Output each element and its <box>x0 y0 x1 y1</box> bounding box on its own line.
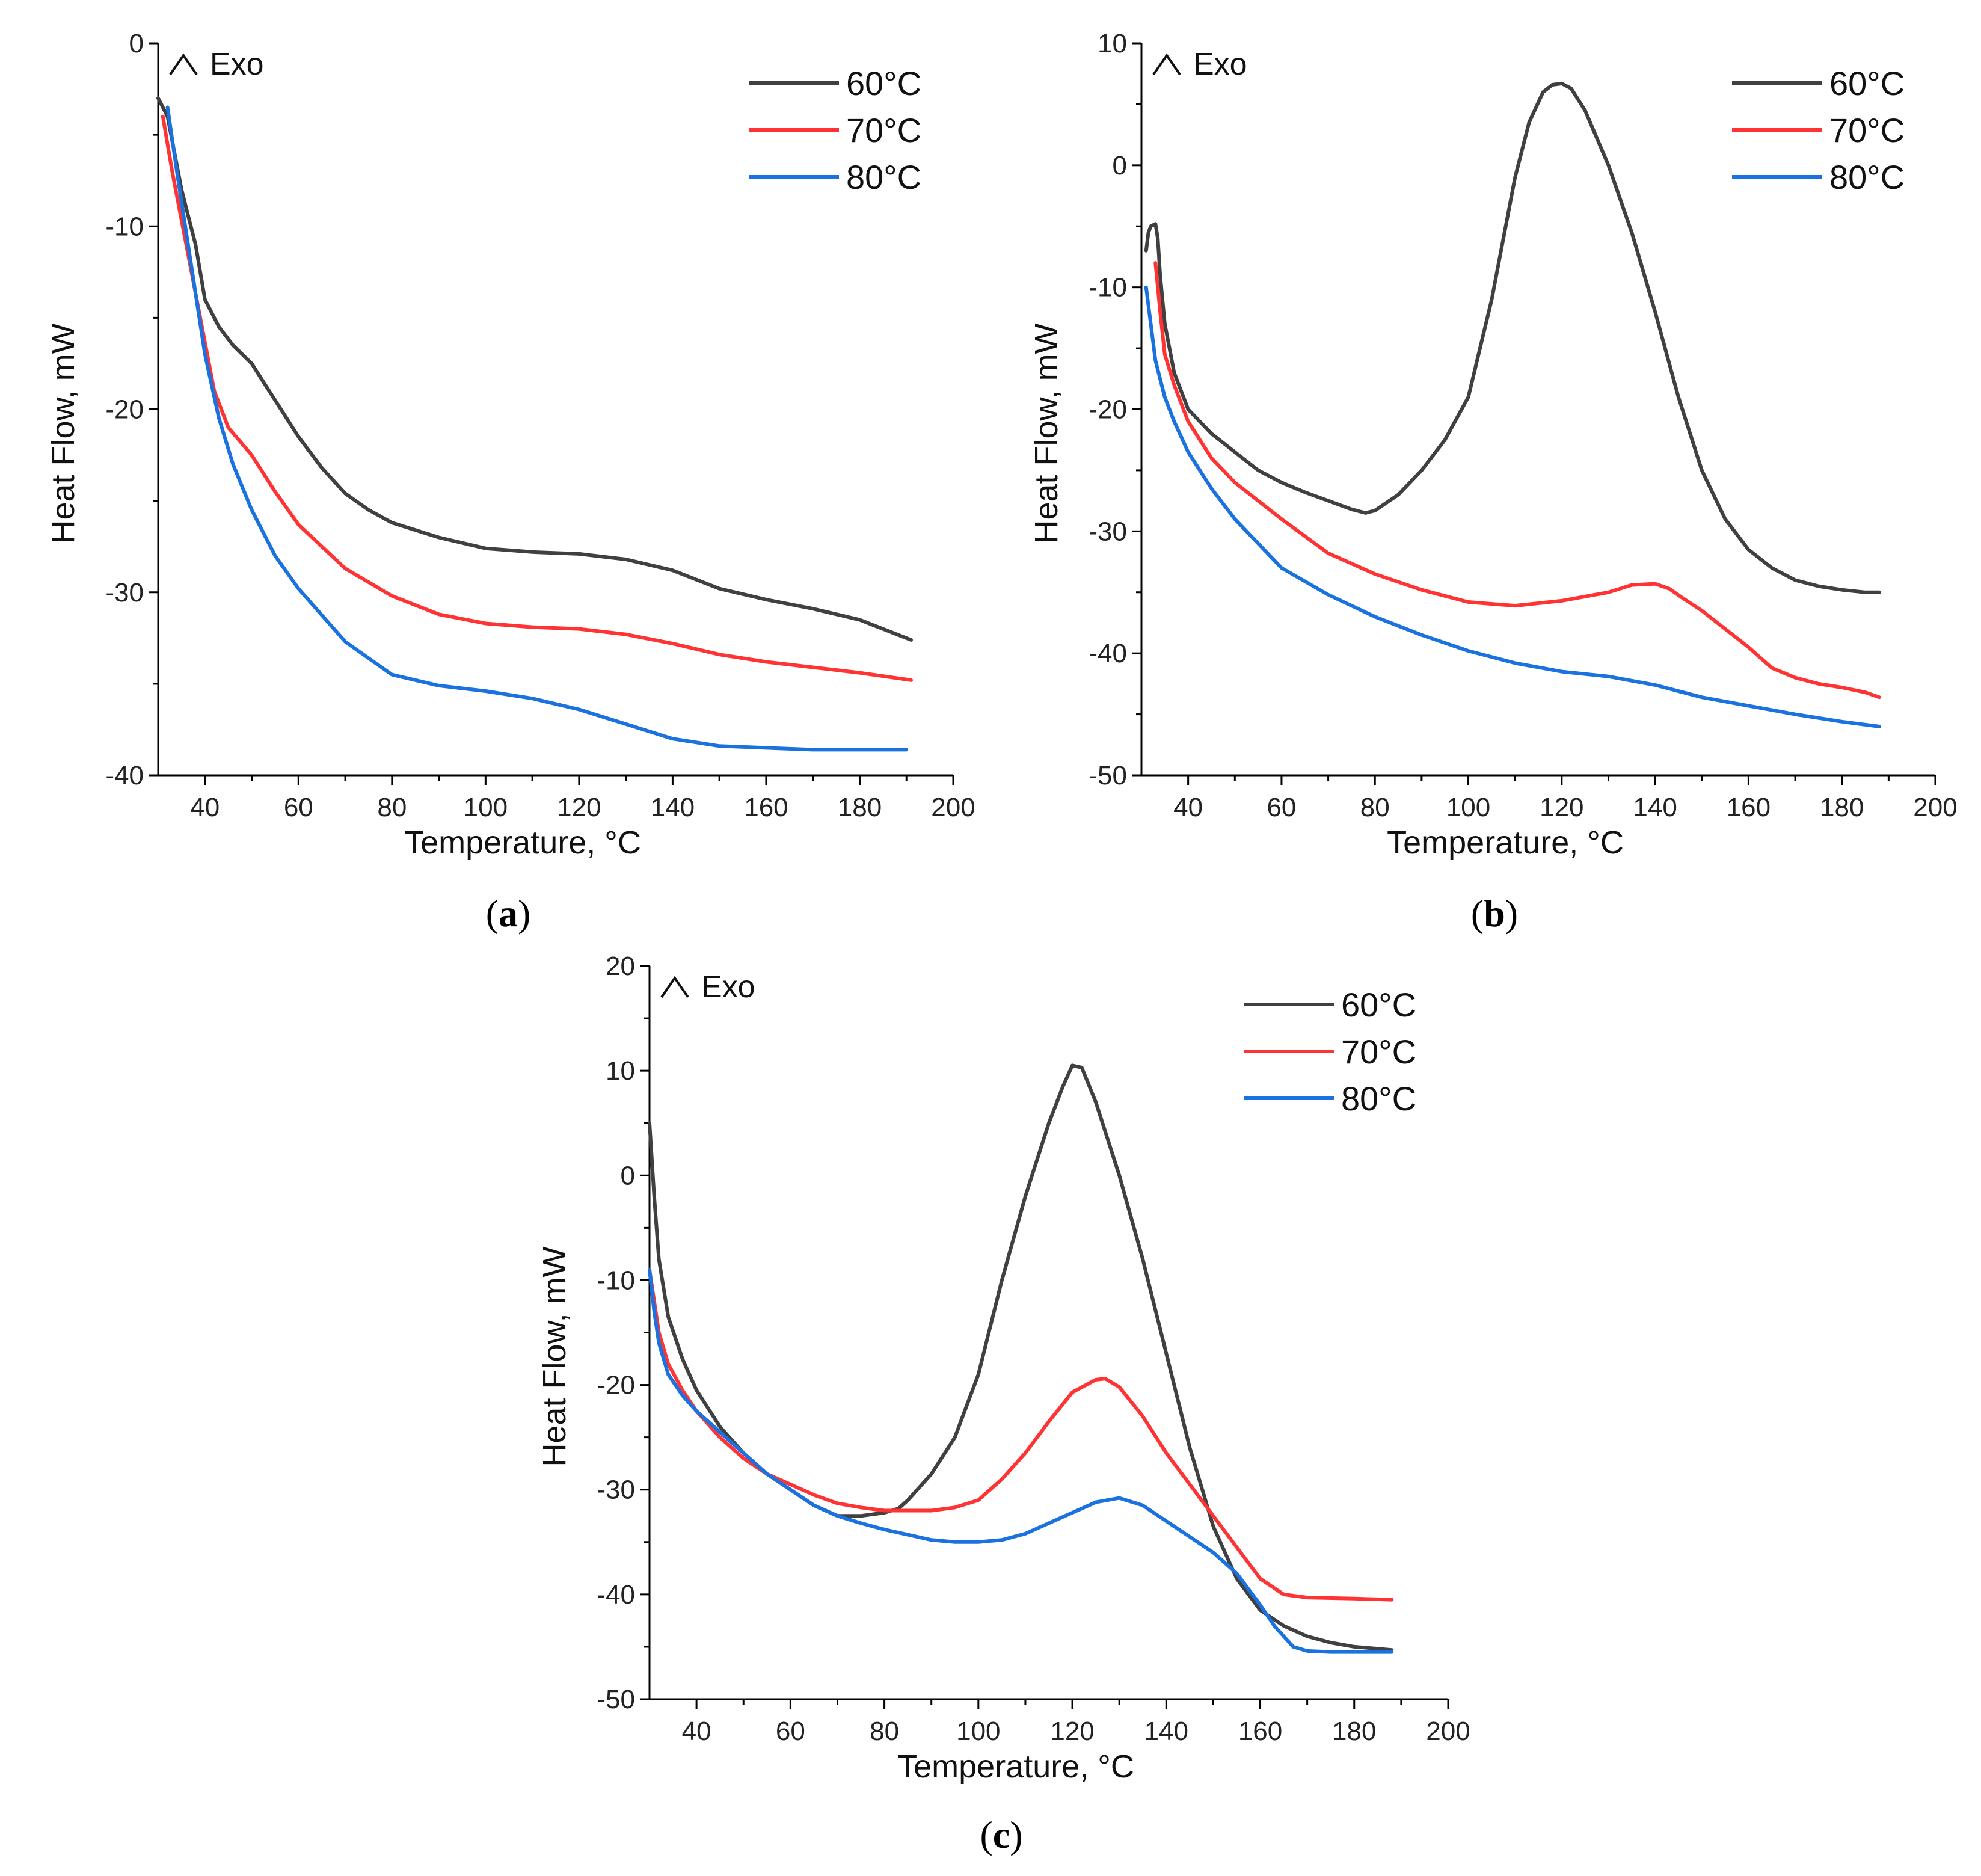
x-tick-label: 100 <box>956 1717 1000 1746</box>
x-tick-label: 40 <box>1173 793 1203 822</box>
y-tick-label: -50 <box>1089 761 1127 790</box>
x-tick-label: 80 <box>870 1717 899 1746</box>
y-tick-label: 10 <box>1098 29 1127 58</box>
y-tick-label: -20 <box>597 1371 635 1400</box>
legend-label: 70°C <box>1829 111 1905 149</box>
legend: 60°C 70°C 80°C <box>1732 64 1905 196</box>
y-tick-label: 0 <box>1113 151 1127 180</box>
exo-arrow-icon <box>660 976 689 998</box>
x-tick-label: 100 <box>464 793 508 822</box>
exo-annotation: Exo <box>701 970 755 1004</box>
legend-label: 60°C <box>1341 986 1416 1024</box>
exo-annotation: Exo <box>210 47 264 82</box>
x-axis-title: Temperature, °C <box>404 825 641 861</box>
x-tick-label: 140 <box>651 793 695 822</box>
x-tick-label: 200 <box>1426 1717 1470 1746</box>
x-tick-label: 120 <box>1050 1717 1094 1746</box>
legend: 60°C 70°C 80°C <box>749 64 921 196</box>
y-tick-label: 20 <box>606 952 635 981</box>
y-tick-label: -20 <box>1089 395 1127 425</box>
legend: 60°C 70°C 80°C <box>1244 986 1416 1118</box>
y-tick-label: -30 <box>1089 517 1127 546</box>
x-tick-label: 60 <box>1267 793 1296 822</box>
x-tick-label: 160 <box>744 793 788 822</box>
series-line-70c <box>648 1268 1394 1602</box>
x-tick-label: 160 <box>1238 1717 1282 1746</box>
y-tick-label: 0 <box>621 1161 635 1190</box>
series-line-60c <box>1144 81 1881 594</box>
x-tick-label: 140 <box>1633 793 1677 822</box>
x-tick-label: 80 <box>1360 793 1390 822</box>
series-line-60c <box>156 96 913 642</box>
x-tick-label: 120 <box>1540 793 1583 822</box>
legend-label: 70°C <box>1341 1033 1416 1071</box>
series-line-80c <box>1144 285 1881 728</box>
y-tick-label: -40 <box>597 1580 635 1610</box>
y-tick-label: -40 <box>1089 639 1127 668</box>
panel-label: (b) <box>1471 892 1518 935</box>
legend-label: 80°C <box>846 158 921 196</box>
x-tick-label: 200 <box>931 793 975 822</box>
x-tick-label: 80 <box>377 793 407 822</box>
x-tick-label: 140 <box>1144 1717 1188 1746</box>
y-tick-label: -40 <box>105 761 144 790</box>
chart-panel-a: 40 60 80 100 120 140 160 180 200 0 -10 -20 -30 -40 Tem… <box>45 29 975 935</box>
series-line-80c <box>648 1268 1394 1654</box>
chart-panel-b: 40 60 80 100 120 140 160 180 200100-10-20-30-40-… <box>1028 29 1958 935</box>
legend-label: 60°C <box>846 64 921 102</box>
x-tick-label: 100 <box>1446 793 1490 822</box>
x-tick-label: 40 <box>190 793 220 822</box>
chart-panel-c: 40 60 80 100 120 140 160 180 20020100-10-20-30-4… <box>536 952 1470 1856</box>
y-axis-title: Heat Flow, mW <box>45 323 81 543</box>
panel-label: (c) <box>980 1813 1022 1856</box>
x-tick-label: 200 <box>1913 793 1957 822</box>
exo-arrow-icon <box>169 53 198 76</box>
panel-letter: b <box>1484 892 1505 935</box>
y-tick-label: -10 <box>597 1266 635 1295</box>
y-tick-label: -20 <box>105 395 144 425</box>
series-line-80c <box>165 105 909 752</box>
x-axis-title: Temperature, °C <box>897 1748 1134 1785</box>
legend-label: 70°C <box>846 111 921 149</box>
panel-label: (a) <box>486 892 531 935</box>
y-axis-title: Heat Flow, mW <box>536 1246 573 1466</box>
x-tick-label: 40 <box>682 1717 711 1746</box>
y-axis-title: Heat Flow, mW <box>1028 323 1064 543</box>
y-tick-label: -10 <box>105 212 144 241</box>
legend-label: 80°C <box>1829 158 1905 196</box>
y-tick-label: 10 <box>606 1056 635 1086</box>
legend-label: 80°C <box>1341 1080 1416 1118</box>
x-tick-label: 180 <box>838 793 882 822</box>
series-line-60c <box>648 1063 1394 1652</box>
x-axis-title: Temperature, °C <box>1387 825 1624 861</box>
panel-letter: a <box>499 892 518 935</box>
y-tick-label: 0 <box>129 29 144 58</box>
legend-label: 60°C <box>1829 64 1905 102</box>
x-tick-label: 180 <box>1820 793 1864 822</box>
x-tick-label: 180 <box>1332 1717 1376 1746</box>
series-line-70c <box>161 114 913 682</box>
x-tick-label: 60 <box>284 793 313 822</box>
exo-annotation: Exo <box>1193 47 1247 82</box>
panel-letter: c <box>993 1813 1010 1856</box>
y-tick-label: -10 <box>1089 273 1127 303</box>
exo-arrow-icon <box>1152 53 1181 76</box>
x-tick-label: 60 <box>776 1717 805 1746</box>
y-tick-label: -50 <box>597 1685 635 1714</box>
series-line-70c <box>1153 261 1881 700</box>
y-tick-label: -30 <box>105 578 144 607</box>
y-tick-label: -30 <box>597 1475 635 1505</box>
x-tick-label: 120 <box>557 793 601 822</box>
x-tick-label: 160 <box>1727 793 1771 822</box>
